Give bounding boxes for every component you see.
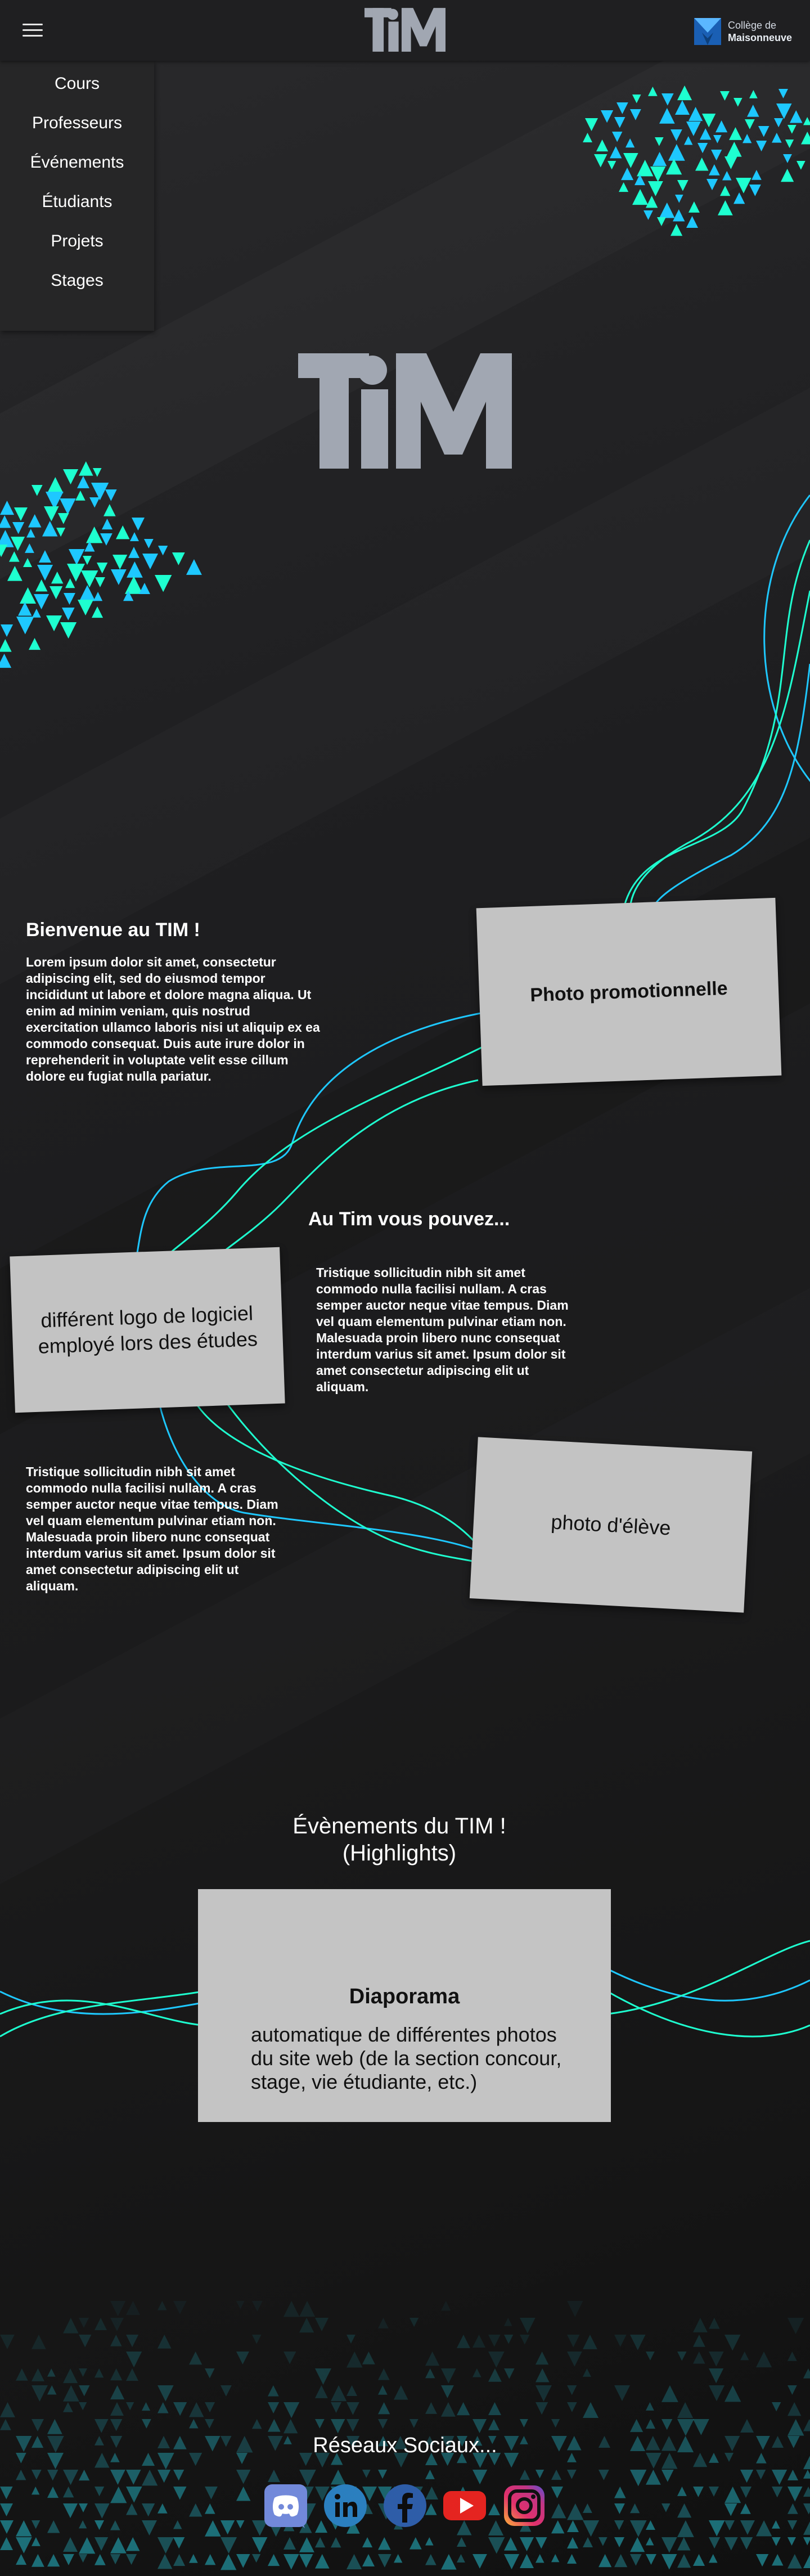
software-logos-placeholder: différent logo de logiciel employé lors … [10,1247,285,1413]
menu-item-professeurs[interactable]: Professeurs [32,114,123,132]
side-menu: Cours Professeurs Événements Étudiants P… [0,61,154,331]
top-bar: TIM Collège de Maisonneuve [0,0,810,61]
social-title: Réseaux Sociaux... [313,2434,497,2457]
facebook-icon[interactable] [381,2482,429,2529]
instagram-icon[interactable] [501,2482,548,2529]
hamburger-menu-icon[interactable] [22,23,43,38]
menu-item-evenements[interactable]: Événements [30,153,124,172]
promo-photo-label: Photo promotionnelle [529,977,728,1006]
menu-item-projets[interactable]: Projets [51,232,104,250]
events-title-line2: (Highlights) [342,1841,457,1865]
college-shield-icon [694,18,721,45]
linkedin-icon[interactable] [322,2482,369,2529]
slideshow-title: Diaporama [349,1985,460,2008]
college-logo[interactable]: Collège de Maisonneuve [692,16,792,47]
tim-section-title: Au Tim vous pouvez... [308,1208,510,1230]
slideshow-description: automatique de différentes photos du sit… [251,2023,562,2093]
college-line1: Collège de [727,20,777,31]
tim-logo-small[interactable]: TIM [364,8,446,52]
menu-item-cours[interactable]: Cours [54,74,100,93]
student-photo-label: photo d'élève [550,1509,672,1540]
tim-text-1: Tristique sollicitudin nibh sit amet com… [316,1265,569,1394]
welcome-title: Bienvenue au TIM ! [26,919,200,941]
youtube-icon[interactable] [441,2482,488,2529]
promo-photo-placeholder: Photo promotionnelle [476,897,782,1086]
events-title-line1: Évènements du TIM ! [292,1814,506,1838]
menu-item-stages[interactable]: Stages [51,271,104,290]
welcome-text: Lorem ipsum dolor sit amet, consectetur … [26,955,320,1084]
events-title: Évènements du TIM ! (Highlights) [264,1813,534,1867]
triangle-pattern-left [0,461,202,668]
social-links [262,2482,548,2529]
discord-icon[interactable] [262,2482,309,2529]
triangle-pattern-top-right [583,86,810,236]
tim-text-2: Tristique sollicitudin nibh sit amet com… [26,1464,278,1593]
menu-item-etudiants[interactable]: Étudiants [42,192,112,211]
student-photo-placeholder: photo d'élève [469,1437,753,1613]
college-line2: Maisonneuve [727,32,792,43]
software-logos-label: différent logo de logiciel employé lors … [38,1301,258,1358]
tim-logo-hero [298,353,512,469]
events-slideshow[interactable]: Diaporama automatique de différentes pho… [198,1889,611,2122]
